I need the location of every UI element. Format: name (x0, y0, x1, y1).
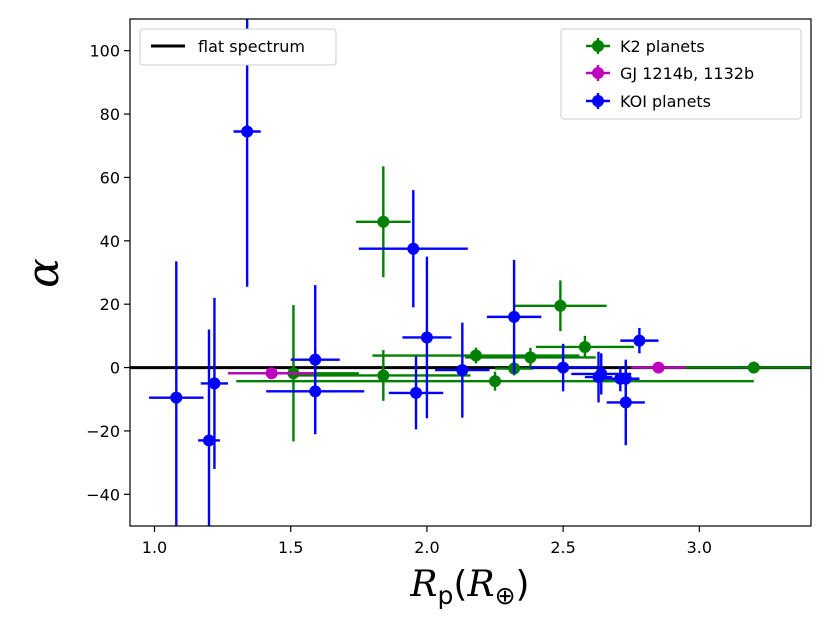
data-point (747, 361, 760, 374)
data-point (554, 299, 567, 312)
data-point (410, 386, 423, 399)
legend-right: K2 planets GJ 1214b, 1132b KOI planets (560, 28, 802, 120)
data-point (652, 361, 665, 374)
legend-koi-label: KOI planets (620, 92, 711, 111)
data-point (524, 351, 537, 364)
x-axis-label-inner: R (466, 564, 494, 605)
legend-flat-spectrum-label: flat spectrum (198, 37, 305, 56)
data-point (265, 367, 278, 380)
y-tick-label: 100 (89, 42, 120, 61)
legend-gj-label: GJ 1214b, 1132b (620, 64, 754, 83)
series-gj-1214b-1132b (228, 361, 686, 380)
data-point (456, 364, 469, 377)
data-point (202, 434, 215, 447)
x-axis-label-main: R (409, 564, 437, 605)
data-point (619, 372, 632, 385)
data-layer (130, 19, 811, 526)
x-axis-label: Rp(R⊕) (409, 564, 529, 610)
y-axis: −40 −20 0 20 40 60 80 100 (86, 42, 130, 504)
x-axis-label-sub: p (438, 581, 454, 610)
x-tick-label: 2.5 (550, 538, 575, 557)
data-point (377, 215, 390, 228)
legend-marker-point (592, 67, 604, 79)
legend-left-box (139, 28, 337, 66)
data-point (619, 396, 632, 409)
data-point (578, 340, 591, 353)
y-tick-label: 0 (110, 359, 120, 378)
data-point (241, 125, 254, 138)
series-koi-planets (149, 19, 659, 526)
data-point (208, 377, 221, 390)
x-tick-label: 1.0 (142, 538, 167, 557)
legend-right-box (560, 28, 802, 120)
x-axis-label-inner-sub: ⊕ (495, 581, 516, 610)
data-point (557, 361, 570, 374)
plot-frame (129, 18, 812, 527)
legend-marker-point (592, 40, 604, 52)
y-tick-label: −40 (86, 485, 120, 504)
data-point (469, 349, 482, 362)
data-point (508, 310, 521, 323)
x-axis-label-open: ( (453, 564, 467, 605)
x-tick-label: 1.5 (278, 538, 303, 557)
y-tick-label: 40 (100, 232, 120, 251)
x-axis: 1.0 1.5 2.0 2.5 3.0 (142, 526, 712, 557)
y-axis-label: α (18, 258, 69, 288)
data-point (489, 375, 502, 388)
y-tick-label: 60 (100, 168, 120, 187)
data-point (407, 242, 420, 255)
legend-left: flat spectrum (139, 28, 337, 66)
svg-text:Rp(R⊕): Rp(R⊕) (409, 564, 529, 610)
data-point (595, 367, 608, 380)
y-tick-label: −20 (86, 422, 120, 441)
y-tick-label: 20 (100, 295, 120, 314)
x-axis-label-close: ) (516, 564, 530, 605)
y-tick-label: 80 (100, 105, 120, 124)
x-tick-label: 2.0 (414, 538, 439, 557)
data-point (377, 369, 390, 382)
data-point (633, 334, 646, 347)
legend-marker-point (592, 95, 604, 107)
data-point (420, 331, 433, 344)
data-point (309, 385, 322, 398)
legend-k2-label: K2 planets (620, 37, 705, 56)
data-point (170, 391, 183, 404)
x-tick-label: 3.0 (687, 538, 712, 557)
